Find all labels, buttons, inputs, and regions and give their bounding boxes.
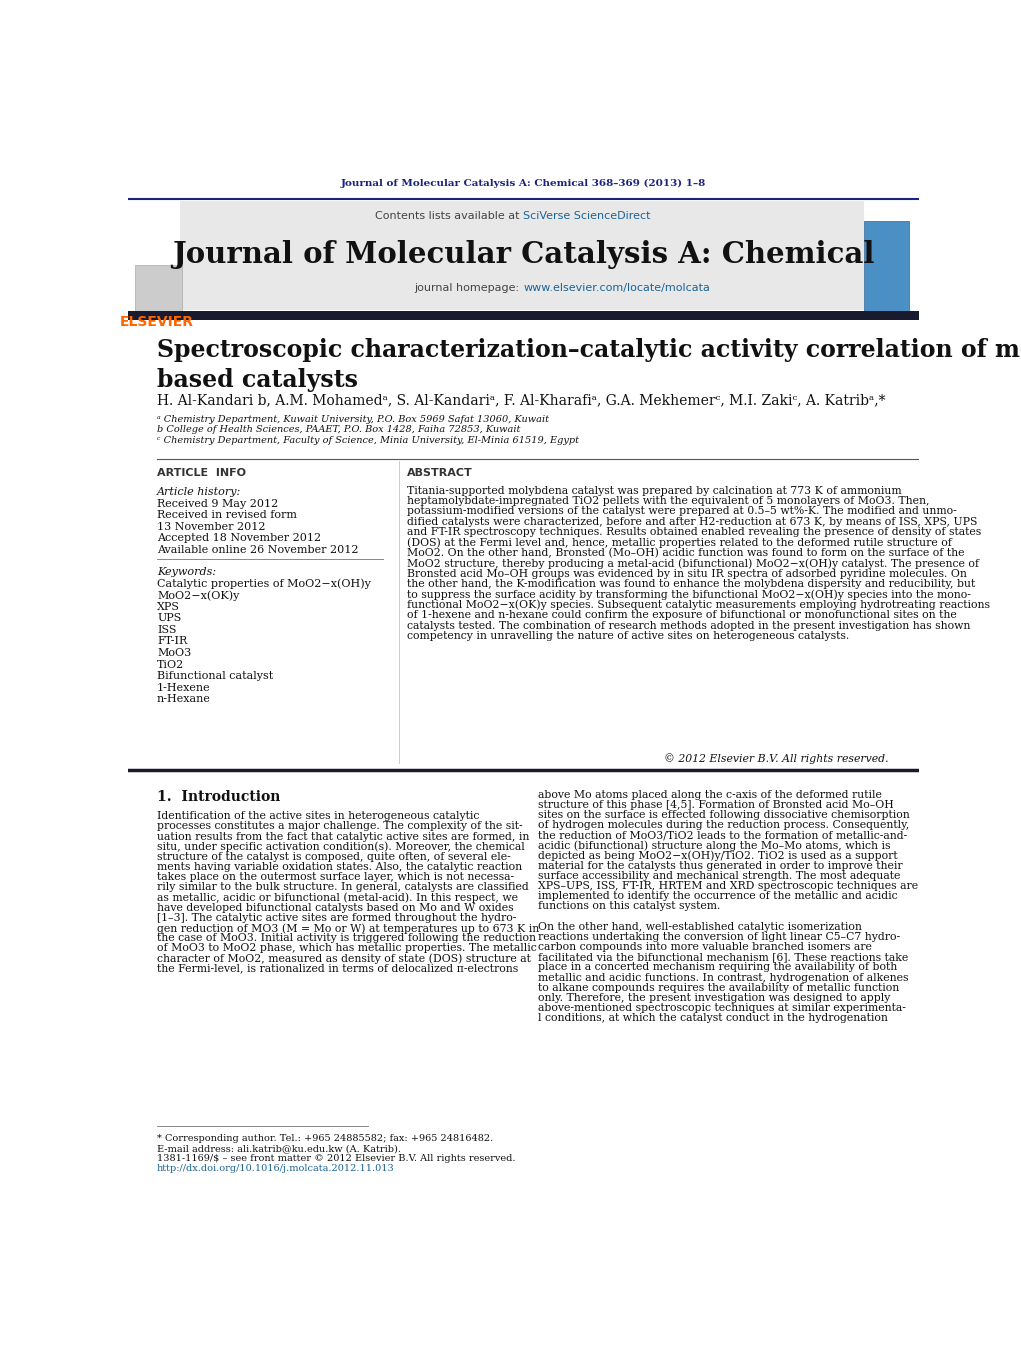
Text: www.elsevier.com/locate/molcata: www.elsevier.com/locate/molcata xyxy=(523,282,711,293)
Text: Titania-supported molybdena catalyst was prepared by calcination at 773 K of amm: Titania-supported molybdena catalyst was… xyxy=(406,485,902,496)
Text: FT-IR: FT-IR xyxy=(157,636,187,646)
Text: 1381-1169/$ – see front matter © 2012 Elsevier B.V. All rights reserved.: 1381-1169/$ – see front matter © 2012 El… xyxy=(157,1154,516,1163)
Text: as metallic, acidic or bifunctional (metal-acid). In this respect, we: as metallic, acidic or bifunctional (met… xyxy=(157,893,518,902)
Text: to suppress the surface acidity by transforming the bifunctional MoO2−x(OH)y spe: to suppress the surface acidity by trans… xyxy=(406,589,971,600)
Text: * Corresponding author. Tel.: +965 24885582; fax: +965 24816482.: * Corresponding author. Tel.: +965 24885… xyxy=(157,1133,493,1143)
Text: surface accessibility and mechanical strength. The most adequate: surface accessibility and mechanical str… xyxy=(538,871,901,881)
Text: Received 9 May 2012: Received 9 May 2012 xyxy=(157,499,279,508)
Text: Spectroscopic characterization–catalytic activity correlation of molybdena
based: Spectroscopic characterization–catalytic… xyxy=(157,338,1021,392)
Text: depicted as being MoO2−x(OH)y/TiO2. TiO2 is used as a support: depicted as being MoO2−x(OH)y/TiO2. TiO2… xyxy=(538,851,898,861)
Text: ᶜ Chemistry Department, Faculty of Science, Minia University, El-Minia 61519, Eg: ᶜ Chemistry Department, Faculty of Scien… xyxy=(157,436,579,446)
Text: b College of Health Sciences, PAAET, P.O. Box 1428, Faiha 72853, Kuwait: b College of Health Sciences, PAAET, P.O… xyxy=(157,426,521,435)
Text: XPS: XPS xyxy=(157,601,180,612)
Text: functions on this catalyst system.: functions on this catalyst system. xyxy=(538,901,721,912)
Text: MoO3: MoO3 xyxy=(157,648,191,658)
Text: structure of the catalyst is composed, quite often, of several ele-: structure of the catalyst is composed, q… xyxy=(157,852,510,862)
FancyBboxPatch shape xyxy=(136,265,182,311)
Text: ELSEVIER: ELSEVIER xyxy=(120,315,194,330)
Text: E-mail address: ali.katrib@ku.edu.kw (A. Katrib).: E-mail address: ali.katrib@ku.edu.kw (A.… xyxy=(157,1144,401,1152)
Text: MoO2. On the other hand, Bronsted (Mo–OH) acidic function was found to form on t: MoO2. On the other hand, Bronsted (Mo–OH… xyxy=(406,549,964,558)
Text: structure of this phase [4,5]. Formation of Bronsted acid Mo–OH: structure of this phase [4,5]. Formation… xyxy=(538,800,894,809)
Text: 13 November 2012: 13 November 2012 xyxy=(157,521,265,532)
Text: n-Hexane: n-Hexane xyxy=(157,694,211,704)
Text: only. Therefore, the present investigation was designed to apply: only. Therefore, the present investigati… xyxy=(538,993,890,1002)
Text: TiO2: TiO2 xyxy=(157,659,185,670)
Text: Journal of Molecular Catalysis A: Chemical 368–369 (2013) 1–8: Journal of Molecular Catalysis A: Chemic… xyxy=(341,180,706,188)
Text: of MoO3 to MoO2 phase, which has metallic properties. The metallic: of MoO3 to MoO2 phase, which has metalli… xyxy=(157,943,537,954)
Text: On the other hand, well-established catalytic isomerization: On the other hand, well-established cata… xyxy=(538,921,863,932)
Text: facilitated via the bifunctional mechanism [6]. These reactions take: facilitated via the bifunctional mechani… xyxy=(538,952,909,962)
Text: to alkane compounds requires the availability of metallic function: to alkane compounds requires the availab… xyxy=(538,982,900,993)
FancyBboxPatch shape xyxy=(181,200,864,309)
Text: place in a concerted mechanism requiring the availability of both: place in a concerted mechanism requiring… xyxy=(538,962,897,973)
Text: Bifunctional catalyst: Bifunctional catalyst xyxy=(157,671,274,681)
Text: potassium-modified versions of the catalyst were prepared at 0.5–5 wt%-K. The mo: potassium-modified versions of the catal… xyxy=(406,507,957,516)
Text: l conditions, at which the catalyst conduct in the hydrogenation: l conditions, at which the catalyst cond… xyxy=(538,1013,888,1023)
Text: takes place on the outermost surface layer, which is not necessa-: takes place on the outermost surface lay… xyxy=(157,873,515,882)
Text: of hydrogen molecules during the reduction process. Consequently,: of hydrogen molecules during the reducti… xyxy=(538,820,910,830)
Text: carbon compounds into more valuable branched isomers are: carbon compounds into more valuable bran… xyxy=(538,942,872,952)
Text: functional MoO2−x(OK)y species. Subsequent catalytic measurements employing hydr: functional MoO2−x(OK)y species. Subseque… xyxy=(406,600,989,611)
Text: above-mentioned spectroscopic techniques at similar experimenta-: above-mentioned spectroscopic techniques… xyxy=(538,1002,907,1013)
Text: rily similar to the bulk structure. In general, catalysts are classified: rily similar to the bulk structure. In g… xyxy=(157,882,529,893)
Text: reactions undertaking the conversion of light linear C5–C7 hydro-: reactions undertaking the conversion of … xyxy=(538,932,901,942)
Text: uation results from the fact that catalytic active sites are formed, in: uation results from the fact that cataly… xyxy=(157,832,530,842)
Text: SciVerse ScienceDirect: SciVerse ScienceDirect xyxy=(523,211,650,222)
Text: processes constitutes a major challenge. The complexity of the sit-: processes constitutes a major challenge.… xyxy=(157,821,523,831)
Text: (DOS) at the Fermi level and, hence, metallic properties related to the deformed: (DOS) at the Fermi level and, hence, met… xyxy=(406,538,952,549)
Text: the case of MoO3. Initial activity is triggered following the reduction: the case of MoO3. Initial activity is tr… xyxy=(157,934,536,943)
Text: [1–3]. The catalytic active sites are formed throughout the hydro-: [1–3]. The catalytic active sites are fo… xyxy=(157,913,517,923)
Text: Identification of the active sites in heterogeneous catalytic: Identification of the active sites in he… xyxy=(157,811,480,821)
Text: the other hand, the K-modification was found to enhance the molybdena dispersity: the other hand, the K-modification was f… xyxy=(406,580,975,589)
Text: ABSTRACT: ABSTRACT xyxy=(406,469,473,478)
Text: of 1-hexene and n-hexane could confirm the exposure of bifunctional or monofunct: of 1-hexene and n-hexane could confirm t… xyxy=(406,611,957,620)
Text: CATALYSIS: CATALYSIS xyxy=(866,351,907,358)
Text: ments having variable oxidation states. Also, the catalytic reaction: ments having variable oxidation states. … xyxy=(157,862,522,871)
Text: the Fermi-level, is rationalized in terms of delocalized π-electrons: the Fermi-level, is rationalized in term… xyxy=(157,963,519,974)
Text: competency in unravelling the nature of active sites on heterogeneous catalysts.: competency in unravelling the nature of … xyxy=(406,631,848,642)
Text: Bronsted acid Mo–OH groups was evidenced by in situ IR spectra of adsorbed pyrid: Bronsted acid Mo–OH groups was evidenced… xyxy=(406,569,967,578)
Text: sites on the surface is effected following dissociative chemisorption: sites on the surface is effected followi… xyxy=(538,811,910,820)
Text: dified catalysts were characterized, before and after H2-reduction at 673 K, by : dified catalysts were characterized, bef… xyxy=(406,516,977,527)
Text: XPS–UPS, ISS, FT-IR, HRTEM and XRD spectroscopic techniques are: XPS–UPS, ISS, FT-IR, HRTEM and XRD spect… xyxy=(538,881,919,892)
Text: Keywords:: Keywords: xyxy=(157,567,216,577)
Text: http://dx.doi.org/10.1016/j.molcata.2012.11.013: http://dx.doi.org/10.1016/j.molcata.2012… xyxy=(157,1165,395,1173)
Text: above Mo atoms placed along the c-axis of the deformed rutile: above Mo atoms placed along the c-axis o… xyxy=(538,790,882,800)
Text: the reduction of MoO3/TiO2 leads to the formation of metallic-and-: the reduction of MoO3/TiO2 leads to the … xyxy=(538,831,908,840)
Text: Journal of Molecular Catalysis A: Chemical: Journal of Molecular Catalysis A: Chemic… xyxy=(172,240,875,269)
Text: and FT-IR spectroscopy techniques. Results obtained enabled revealing the presen: and FT-IR spectroscopy techniques. Resul… xyxy=(406,527,981,538)
Text: Received in revised form: Received in revised form xyxy=(157,511,297,520)
Text: Article history:: Article history: xyxy=(157,488,241,497)
Text: Available online 26 November 2012: Available online 26 November 2012 xyxy=(157,544,358,555)
Text: 1-Hexene: 1-Hexene xyxy=(157,682,210,693)
Text: implemented to identify the occurrence of the metallic and acidic: implemented to identify the occurrence o… xyxy=(538,892,898,901)
Text: UPS: UPS xyxy=(157,613,182,623)
Text: have developed bifunctional catalysts based on Mo and W oxides: have developed bifunctional catalysts ba… xyxy=(157,902,514,913)
Text: catalysts tested. The combination of research methods adopted in the present inv: catalysts tested. The combination of res… xyxy=(406,620,970,631)
FancyBboxPatch shape xyxy=(128,311,919,320)
Text: ARTICLE  INFO: ARTICLE INFO xyxy=(157,469,246,478)
Text: Accepted 18 November 2012: Accepted 18 November 2012 xyxy=(157,534,322,543)
Text: character of MoO2, measured as density of state (DOS) structure at: character of MoO2, measured as density o… xyxy=(157,954,531,965)
Text: MoO2 structure, thereby producing a metal-acid (bifunctional) MoO2−x(OH)y cataly: MoO2 structure, thereby producing a meta… xyxy=(406,558,978,569)
Text: material for the catalysts thus generated in order to improve their: material for the catalysts thus generate… xyxy=(538,861,903,871)
FancyBboxPatch shape xyxy=(864,222,909,312)
Text: ᵃ Chemistry Department, Kuwait University, P.O. Box 5969 Safat 13060, Kuwait: ᵃ Chemistry Department, Kuwait Universit… xyxy=(157,415,549,424)
Text: situ, under specific activation condition(s). Moreover, the chemical: situ, under specific activation conditio… xyxy=(157,842,525,852)
Text: acidic (bifunctional) structure along the Mo–Mo atoms, which is: acidic (bifunctional) structure along th… xyxy=(538,840,891,851)
Text: MoO2−x(OK)y: MoO2−x(OK)y xyxy=(157,590,240,601)
Text: ISS: ISS xyxy=(157,626,177,635)
Text: H. Al-Kandari b, A.M. Mohamedᵃ, S. Al-Kandariᵃ, F. Al-Kharafiᵃ, G.A. Mekhemerᶜ, : H. Al-Kandari b, A.M. Mohamedᵃ, S. Al-Ka… xyxy=(157,393,885,407)
Text: Contents lists available at: Contents lists available at xyxy=(376,211,523,222)
Text: Catalytic properties of MoO2−x(OH)y: Catalytic properties of MoO2−x(OH)y xyxy=(157,578,371,589)
Text: journal homepage:: journal homepage: xyxy=(415,282,523,293)
Text: 1.  Introduction: 1. Introduction xyxy=(157,790,281,804)
Text: heptamolybdate-impregnated TiO2 pellets with the equivalent of 5 monolayers of M: heptamolybdate-impregnated TiO2 pellets … xyxy=(406,496,929,505)
Text: gen reduction of MO3 (M = Mo or W) at temperatures up to 673 K in: gen reduction of MO3 (M = Mo or W) at te… xyxy=(157,923,539,934)
Text: metallic and acidic functions. In contrast, hydrogenation of alkenes: metallic and acidic functions. In contra… xyxy=(538,973,909,982)
Text: © 2012 Elsevier B.V. All rights reserved.: © 2012 Elsevier B.V. All rights reserved… xyxy=(664,754,888,765)
